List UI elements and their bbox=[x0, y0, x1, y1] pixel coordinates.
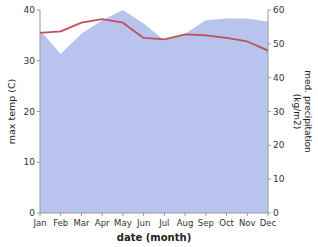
x-tick-label: Jul bbox=[158, 218, 169, 228]
y2-tick-label: 50 bbox=[273, 39, 285, 49]
y-tick bbox=[37, 60, 40, 61]
y2-axis-label: (kg/m2) bbox=[292, 94, 302, 129]
x-axis-line bbox=[40, 213, 268, 214]
y2-tick bbox=[268, 10, 271, 11]
y2-axis-label: med. precipitation bbox=[303, 70, 313, 152]
y2-tick bbox=[268, 111, 271, 112]
y-axis-label: max temp (C) bbox=[6, 79, 17, 145]
y-tick-label: 10 bbox=[24, 157, 36, 167]
x-tick bbox=[60, 213, 61, 216]
x-tick bbox=[226, 213, 227, 216]
chart: 0 10 20 30 40 0 10 20 30 40 50 60 Jan Feb Mar Apr May Jun… bbox=[0, 0, 318, 247]
y2-tick bbox=[268, 179, 271, 180]
y-tick-label: 20 bbox=[24, 107, 36, 117]
x-tick bbox=[247, 213, 248, 216]
y-tick-label: 30 bbox=[24, 56, 36, 66]
x-tick bbox=[40, 213, 41, 216]
x-tick-label: Mar bbox=[73, 218, 90, 228]
x-tick bbox=[81, 213, 82, 216]
y-tick bbox=[37, 162, 40, 163]
x-tick-label: Jan bbox=[32, 218, 46, 228]
y-tick bbox=[37, 111, 40, 112]
y2-tick-label: 0 bbox=[273, 208, 279, 218]
x-tick bbox=[185, 213, 186, 216]
x-tick-label: Dec bbox=[260, 218, 277, 228]
x-tick-label: Jun bbox=[136, 218, 150, 228]
y2-tick-label: 30 bbox=[273, 107, 285, 117]
temperature-line bbox=[40, 19, 268, 50]
x-tick bbox=[143, 213, 144, 216]
x-tick bbox=[122, 213, 123, 216]
x-tick bbox=[205, 213, 206, 216]
x-tick-label: Nov bbox=[239, 218, 256, 228]
x-tick bbox=[164, 213, 165, 216]
x-tick-label: Oct bbox=[219, 218, 234, 228]
plot-area bbox=[40, 10, 268, 213]
y2-tick-label: 40 bbox=[273, 73, 285, 83]
y2-tick-label: 10 bbox=[273, 174, 285, 184]
x-tick-label: Aug bbox=[177, 218, 194, 228]
x-tick-label: Feb bbox=[53, 218, 68, 228]
precipitation-area bbox=[40, 10, 268, 213]
y2-tick bbox=[268, 77, 271, 78]
x-tick-label: Apr bbox=[95, 218, 110, 228]
y-tick-label: 0 bbox=[29, 208, 35, 218]
x-tick bbox=[268, 213, 269, 216]
y2-tick-label: 60 bbox=[273, 5, 285, 15]
x-tick bbox=[102, 213, 103, 216]
y-tick-label: 40 bbox=[24, 5, 36, 15]
y2-tick-label: 20 bbox=[273, 140, 285, 150]
x-tick-label: May bbox=[114, 218, 132, 228]
y-tick bbox=[37, 10, 40, 11]
x-tick-label: Sep bbox=[198, 218, 214, 228]
y2-tick bbox=[268, 43, 271, 44]
y2-tick bbox=[268, 145, 271, 146]
x-axis-label: date (month) bbox=[117, 232, 191, 243]
